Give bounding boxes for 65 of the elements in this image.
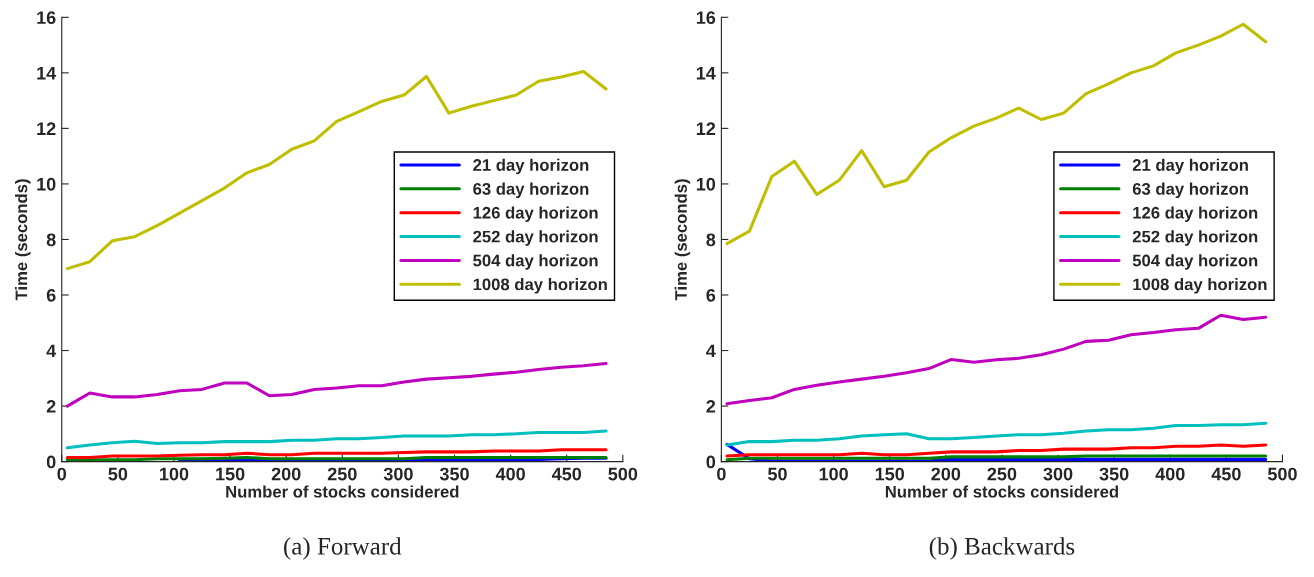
x-tick-label: 200 xyxy=(271,467,301,481)
legend-label: 126 day horizon xyxy=(1133,206,1258,222)
legend-label: 1008 day horizon xyxy=(1133,278,1267,294)
y-tick-label: 10 xyxy=(696,177,716,191)
x-tick-label: 500 xyxy=(1267,467,1297,481)
text: (b) Backwards xyxy=(929,537,1075,560)
y-tick-label: 2 xyxy=(46,400,56,413)
line-series xyxy=(725,22,1268,246)
x-tick-label: 500 xyxy=(608,467,638,481)
y-tick-label: 4 xyxy=(46,344,57,358)
y-tick-label: 12 xyxy=(37,122,56,135)
text: (a) Forward xyxy=(284,537,402,560)
x-tick-label: 200 xyxy=(931,467,961,481)
y-tick-label: 14 xyxy=(696,66,716,80)
y-tick-label: 0 xyxy=(46,455,56,469)
line-series xyxy=(65,69,608,271)
legend-label: 504 day horizon xyxy=(1132,254,1258,270)
legend-label: 252 day horizon xyxy=(473,230,598,246)
y-tick-label: 0 xyxy=(706,455,716,469)
x-tick-label: 450 xyxy=(1211,467,1241,481)
x-tick-label: 400 xyxy=(495,467,525,481)
legend-label: 504 day horizon xyxy=(473,254,598,270)
y-tick-label: 10 xyxy=(37,177,56,191)
legend-label: 63 day horizon xyxy=(473,182,589,199)
y-tick-label: 16 xyxy=(696,11,716,25)
x-tick-label: 350 xyxy=(1099,467,1129,481)
y-tick-label: 8 xyxy=(706,233,716,247)
y-tick-label: 14 xyxy=(37,66,57,80)
legend-label: 21 day horizon xyxy=(473,158,589,175)
x-tick-label: 100 xyxy=(160,467,189,481)
line-series xyxy=(725,313,1268,406)
x-tick-label: 0 xyxy=(57,467,67,481)
line-series xyxy=(65,429,608,450)
x-tick-label: 150 xyxy=(216,467,245,481)
x-axis-title: Number of stocks considered xyxy=(885,485,1118,498)
y-tick-label: 6 xyxy=(46,288,56,302)
line-series xyxy=(725,421,1268,447)
x-tick-label: 50 xyxy=(768,467,787,481)
y-tick-label: 4 xyxy=(706,344,716,358)
legend-label: 252 day horizon xyxy=(1132,230,1258,246)
legend-label: 21 day horizon xyxy=(1132,158,1248,175)
x-tick-label: 400 xyxy=(1155,467,1185,481)
x-tick-label: 50 xyxy=(108,467,128,481)
x-tick-label: 300 xyxy=(383,467,413,481)
legend-label: 63 day horizon xyxy=(1132,182,1248,199)
x-tick-label: 150 xyxy=(875,467,905,481)
line-series xyxy=(65,448,608,459)
y-axis-title: Time (seconds) xyxy=(674,179,691,301)
line-series xyxy=(65,362,608,408)
y-axis-title: Time (seconds) xyxy=(15,179,31,301)
y-tick-label: 2 xyxy=(706,400,716,413)
y-tick-label: 12 xyxy=(696,122,716,135)
y-tick-label: 16 xyxy=(37,11,56,25)
x-tick-label: 0 xyxy=(717,467,726,481)
y-tick-label: 6 xyxy=(706,288,716,302)
x-tick-label: 250 xyxy=(327,467,357,481)
x-tick-label: 350 xyxy=(439,467,469,481)
y-tick-label: 8 xyxy=(46,233,56,247)
x-tick-label: 100 xyxy=(819,467,848,481)
legend-label: 1008 day horizon xyxy=(473,278,607,294)
x-tick-label: 450 xyxy=(551,467,582,481)
x-axis-title: Number of stocks considered xyxy=(226,485,459,498)
x-tick-label: 300 xyxy=(1043,467,1073,481)
x-tick-label: 250 xyxy=(987,467,1017,481)
legend-label: 126 day horizon xyxy=(473,206,598,222)
